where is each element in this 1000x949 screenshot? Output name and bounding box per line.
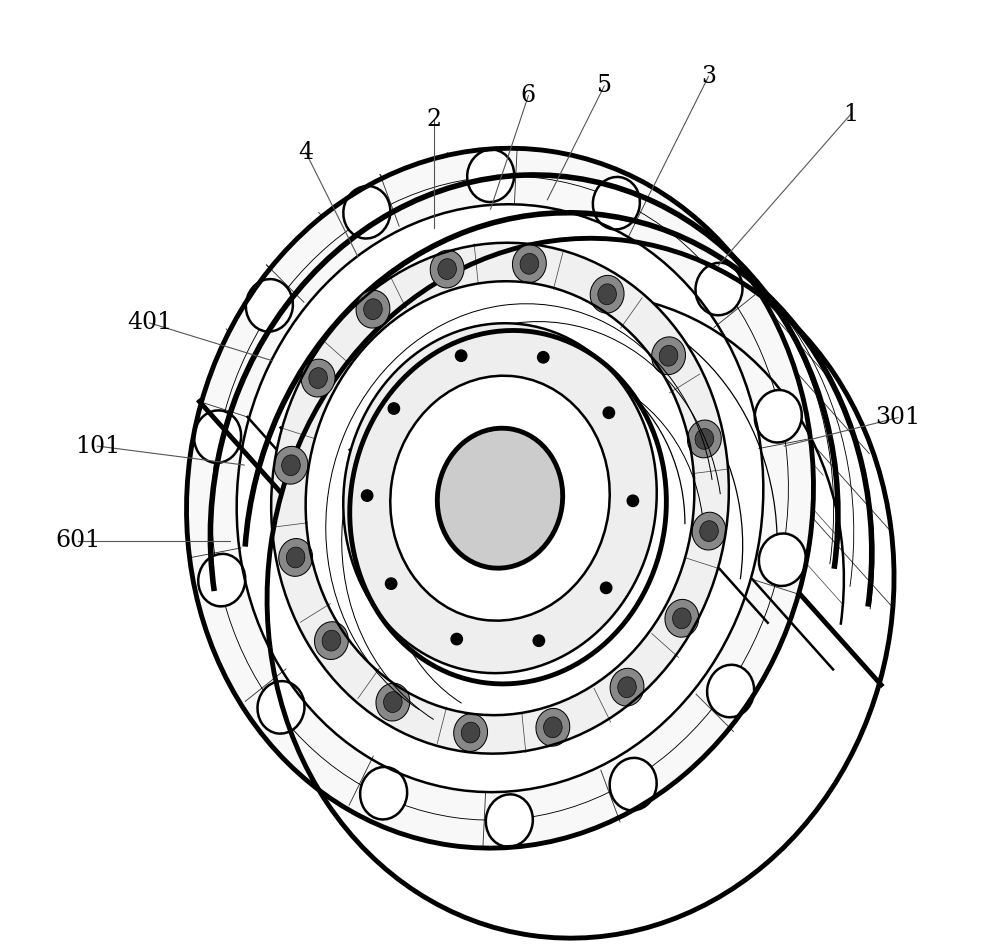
- Ellipse shape: [343, 324, 657, 673]
- Ellipse shape: [282, 455, 300, 475]
- Circle shape: [538, 352, 549, 363]
- Ellipse shape: [700, 521, 718, 542]
- Ellipse shape: [437, 428, 563, 568]
- Text: 1: 1: [843, 102, 858, 126]
- Ellipse shape: [198, 554, 245, 606]
- Ellipse shape: [707, 665, 754, 717]
- Ellipse shape: [486, 794, 533, 847]
- Ellipse shape: [322, 630, 341, 651]
- Ellipse shape: [652, 337, 686, 375]
- Text: 301: 301: [875, 406, 921, 429]
- Ellipse shape: [687, 420, 721, 457]
- Ellipse shape: [659, 345, 678, 366]
- Ellipse shape: [267, 238, 894, 939]
- Ellipse shape: [390, 376, 610, 621]
- Ellipse shape: [364, 299, 382, 320]
- Ellipse shape: [360, 767, 407, 819]
- Ellipse shape: [454, 714, 488, 752]
- Text: 601: 601: [56, 530, 101, 552]
- Ellipse shape: [755, 390, 802, 442]
- Ellipse shape: [593, 177, 640, 230]
- Text: 6: 6: [521, 84, 536, 107]
- Ellipse shape: [461, 722, 480, 743]
- Text: 4: 4: [298, 140, 313, 164]
- Ellipse shape: [467, 150, 514, 202]
- Circle shape: [451, 633, 462, 644]
- Ellipse shape: [673, 608, 691, 628]
- Text: 2: 2: [426, 107, 441, 131]
- Ellipse shape: [314, 622, 348, 660]
- Text: 401: 401: [127, 311, 172, 334]
- Circle shape: [385, 578, 397, 589]
- Circle shape: [600, 582, 612, 593]
- Text: 3: 3: [701, 65, 716, 88]
- Ellipse shape: [187, 148, 813, 848]
- Ellipse shape: [544, 716, 562, 737]
- Ellipse shape: [536, 708, 570, 746]
- Circle shape: [533, 635, 545, 646]
- Ellipse shape: [246, 279, 293, 331]
- Ellipse shape: [665, 600, 699, 637]
- Ellipse shape: [279, 538, 313, 576]
- Ellipse shape: [343, 186, 390, 238]
- Ellipse shape: [257, 681, 305, 734]
- Ellipse shape: [237, 204, 763, 792]
- Ellipse shape: [520, 253, 539, 274]
- Ellipse shape: [187, 148, 813, 848]
- Ellipse shape: [512, 245, 546, 283]
- Circle shape: [361, 490, 373, 501]
- Ellipse shape: [356, 290, 390, 328]
- Ellipse shape: [286, 547, 305, 568]
- Ellipse shape: [194, 410, 241, 463]
- Ellipse shape: [271, 243, 729, 754]
- Ellipse shape: [759, 533, 806, 586]
- Ellipse shape: [590, 275, 624, 313]
- Ellipse shape: [430, 251, 464, 288]
- Circle shape: [603, 407, 615, 419]
- Ellipse shape: [274, 446, 308, 484]
- Ellipse shape: [301, 359, 335, 397]
- Ellipse shape: [695, 429, 714, 449]
- Ellipse shape: [598, 284, 616, 305]
- Circle shape: [388, 402, 400, 414]
- Ellipse shape: [610, 668, 644, 706]
- Ellipse shape: [376, 683, 410, 721]
- Ellipse shape: [618, 677, 636, 698]
- Ellipse shape: [309, 367, 327, 388]
- Circle shape: [627, 495, 639, 507]
- Text: 5: 5: [597, 74, 612, 98]
- Circle shape: [455, 350, 467, 362]
- Text: 101: 101: [75, 435, 120, 457]
- Ellipse shape: [695, 263, 743, 315]
- Ellipse shape: [438, 259, 456, 279]
- Ellipse shape: [610, 758, 657, 810]
- Ellipse shape: [384, 692, 402, 713]
- Ellipse shape: [306, 281, 694, 716]
- Ellipse shape: [692, 512, 726, 550]
